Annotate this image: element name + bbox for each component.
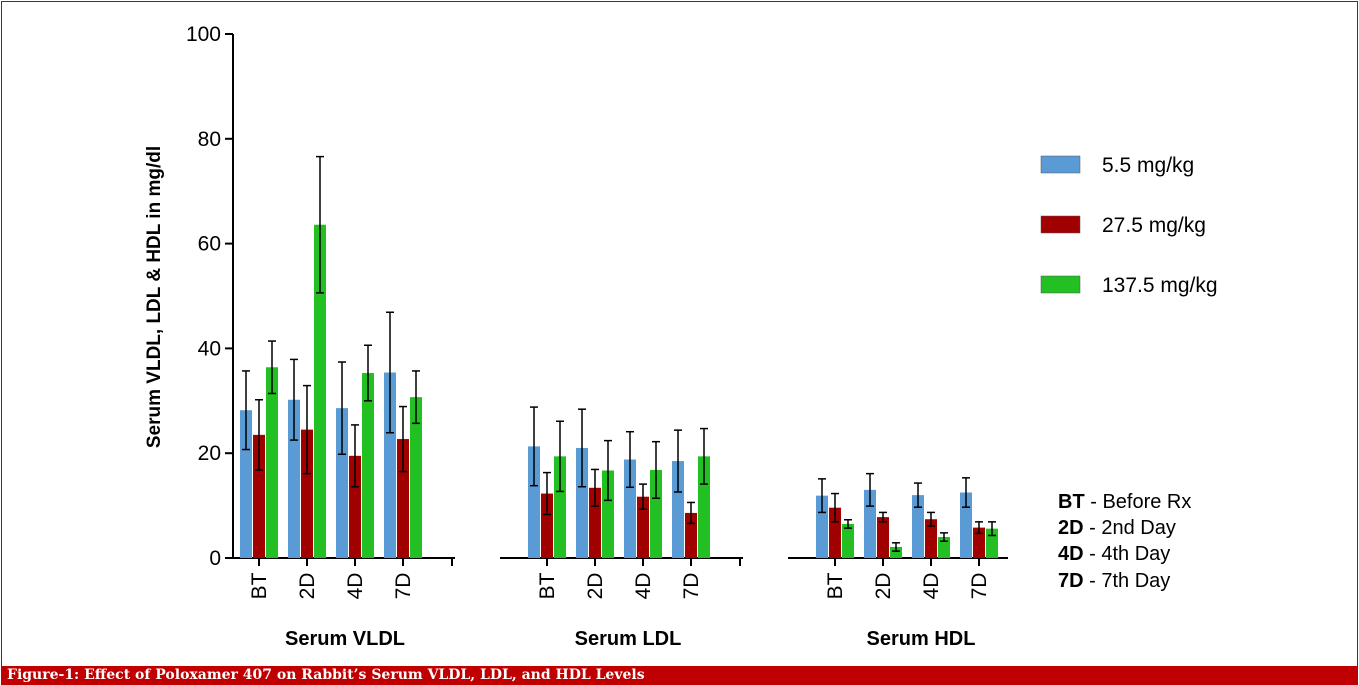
abbreviation-text: - Before Rx <box>1085 491 1192 513</box>
legend-label: 27.5 mg/kg <box>1102 214 1206 237</box>
bar <box>528 446 540 558</box>
bar <box>384 372 396 558</box>
x-category-label: 7D <box>392 573 415 600</box>
bar <box>890 546 902 558</box>
y-tick-label: 40 <box>198 337 221 360</box>
x-group-label: Serum LDL <box>575 628 682 650</box>
x-axis: BT 2D 4D 7D Serum VLDL BT 2D 4D 7D Serum LDL BT 2D 4… <box>233 557 1008 650</box>
bar <box>973 527 985 558</box>
bar <box>829 507 841 558</box>
bar <box>912 495 924 558</box>
bar <box>336 408 348 558</box>
y-tick-label: 20 <box>198 442 221 465</box>
abbreviation-key: 7D <box>1058 570 1084 592</box>
legend: 5.5 mg/kg 27.5 mg/kg 137.5 mg/kg <box>1040 154 1218 297</box>
error-bars <box>242 155 996 552</box>
x-group-label: Serum VLDL <box>285 628 405 650</box>
bar <box>624 459 636 558</box>
legend-label: 5.5 mg/kg <box>1102 154 1194 177</box>
x-category-label: BT <box>824 572 847 599</box>
bar <box>362 373 374 558</box>
y-axis-label: Serum VLDL, LDL & HDL in mg/dl <box>144 146 165 448</box>
y-tick-label: 80 <box>198 128 221 151</box>
x-category-label: 2D <box>296 573 319 600</box>
bars <box>240 224 998 558</box>
bar <box>589 487 601 558</box>
abbreviation-item: BT - Before Rx <box>1058 491 1191 513</box>
y-tick-label: 100 <box>186 23 221 46</box>
bar <box>698 456 710 558</box>
bar <box>685 512 697 558</box>
bar <box>877 517 889 558</box>
legend-swatch <box>1040 215 1081 234</box>
bar <box>816 495 828 558</box>
abbreviation-key: BT <box>1058 491 1085 513</box>
y-axis: 0 20 40 60 80 100 <box>186 23 234 570</box>
bar <box>672 461 684 558</box>
bar <box>637 496 649 558</box>
y-tick-label: 60 <box>198 233 221 256</box>
x-group-label: Serum HDL <box>867 628 976 650</box>
bar <box>410 397 422 558</box>
bar <box>301 429 313 558</box>
bar <box>266 367 278 558</box>
bar <box>397 439 409 558</box>
bar <box>576 447 588 558</box>
bar-chart: 0 20 40 60 80 100 BT 2D 4D 7D Serum VLDL BT 2D 4D 7D S… <box>144 23 1218 650</box>
x-category-label: 2D <box>872 573 895 600</box>
legend-swatch <box>1040 155 1081 174</box>
bar <box>314 224 326 558</box>
bar <box>288 399 300 558</box>
bar <box>938 537 950 558</box>
bar <box>925 519 937 558</box>
bar <box>650 469 662 558</box>
x-category-label: 4D <box>632 573 655 600</box>
abbreviation-item: 2D - 2nd Day <box>1058 517 1176 539</box>
x-category-label: 4D <box>920 573 943 600</box>
x-category-label: BT <box>536 572 559 599</box>
bar <box>541 493 553 558</box>
x-category-label: 2D <box>584 573 607 600</box>
x-category-label: BT <box>248 572 271 599</box>
bar <box>960 492 972 558</box>
bar <box>240 410 252 558</box>
bar <box>864 489 876 558</box>
abbreviation-text: - 2nd Day <box>1084 517 1176 539</box>
legend-swatch <box>1040 275 1081 294</box>
abbreviation-item: 4D - 4th Day <box>1058 543 1170 565</box>
bar <box>602 470 614 558</box>
abbreviation-item: 7D - 7th Day <box>1058 570 1170 592</box>
bar <box>349 455 361 558</box>
abbreviation-key: 4D <box>1058 543 1084 565</box>
x-category-label: 4D <box>344 573 367 600</box>
bar <box>253 434 265 558</box>
abbreviation-text: - 4th Day <box>1084 543 1171 565</box>
x-category-label: 7D <box>968 573 991 600</box>
abbreviation-text: - 7th Day <box>1084 570 1171 592</box>
figure-caption: Figure-1: Effect of Poloxamer 407 on Rab… <box>1 666 1358 685</box>
abbreviation-key: 2D <box>1058 517 1084 539</box>
bar <box>842 523 854 558</box>
y-tick-label: 0 <box>209 547 221 570</box>
bar <box>554 456 566 558</box>
x-category-label: 7D <box>680 573 703 600</box>
legend-label: 137.5 mg/kg <box>1102 274 1218 297</box>
